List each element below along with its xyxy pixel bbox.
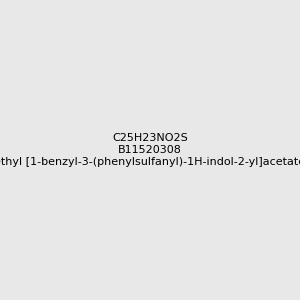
Text: C25H23NO2S
B11520308
ethyl [1-benzyl-3-(phenylsulfanyl)-1H-indol-2-yl]acetate: C25H23NO2S B11520308 ethyl [1-benzyl-3-(…	[0, 134, 300, 166]
